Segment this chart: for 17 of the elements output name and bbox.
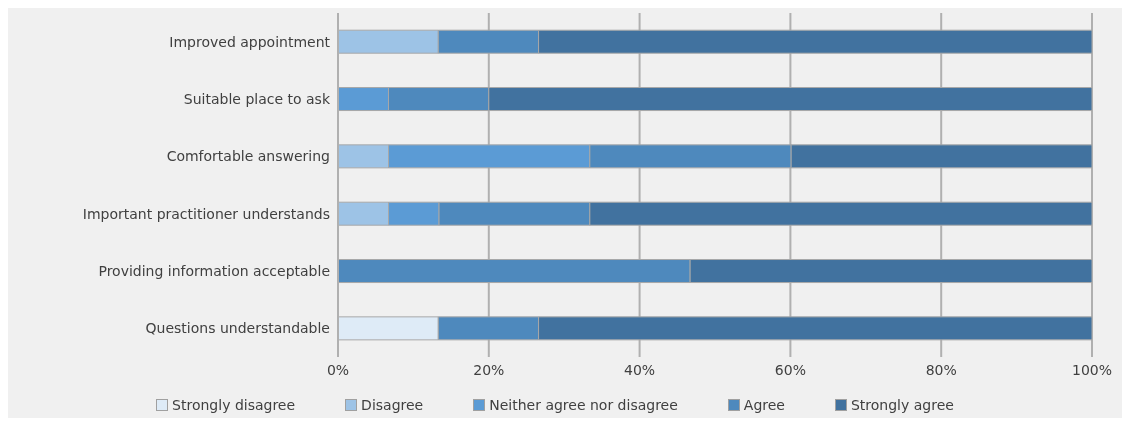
x-tick-label: 20%	[473, 361, 505, 378]
y-tick-label: Improved appointment	[169, 33, 331, 50]
legend-label: Neither agree nor disagree	[489, 397, 678, 413]
x-tick-label: 40%	[624, 361, 656, 378]
legend-label: Strongly disagree	[172, 397, 296, 413]
x-tick-label: 80%	[925, 361, 957, 378]
y-tick-label: Important practitioner understands	[82, 205, 330, 222]
y-tick-label: Questions understandable	[145, 320, 330, 337]
y-tick-label: Providing information acceptable	[98, 262, 330, 279]
legend-label: Disagree	[361, 397, 424, 413]
legend-label: Agree	[743, 397, 785, 413]
x-tick-label: 60%	[774, 361, 806, 378]
x-tick-label: 100%	[1071, 361, 1113, 378]
x-tick-label: 0%	[326, 361, 350, 378]
y-tick-label: Comfortable answering	[166, 148, 330, 165]
y-tick-label: Suitable place to ask	[183, 90, 331, 107]
legend-label: Strongly agree	[850, 397, 954, 413]
